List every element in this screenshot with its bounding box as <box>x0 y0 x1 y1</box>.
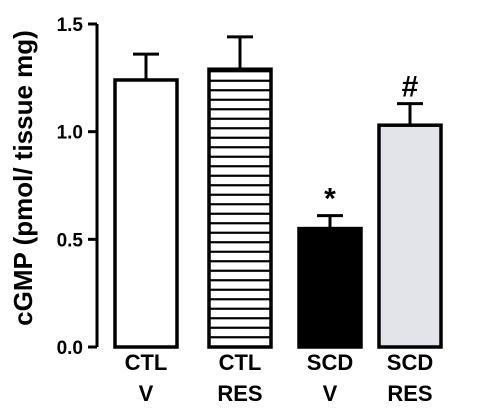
y-tick-label: 0.0 <box>57 338 83 359</box>
category-labels: CTL V CTL RES SCD V SCD RES <box>125 350 434 406</box>
bar-ctl-res <box>207 67 273 349</box>
category-label: RES <box>387 381 432 406</box>
y-tick-label: 1.5 <box>57 15 84 36</box>
significance-marker: # <box>402 71 419 104</box>
category-label: V <box>139 381 154 406</box>
bars-group: *# <box>113 35 443 349</box>
bar-ctl-v <box>113 78 179 349</box>
y-axis-title: cGMP (pmol/ tissue mg) <box>8 30 38 326</box>
bar-scd-res <box>377 123 443 349</box>
y-tick-label: 0.5 <box>57 230 84 251</box>
category-label: V <box>323 381 338 406</box>
category-label: SCD <box>307 350 353 375</box>
category-label: RES <box>217 381 262 406</box>
bar-scd-v <box>297 226 363 349</box>
category-label: CTL <box>125 350 168 375</box>
category-label: CTL <box>219 350 262 375</box>
significance-marker: * <box>324 183 336 216</box>
category-label: SCD <box>387 350 433 375</box>
axes: 0.0 0.5 1.0 1.5 <box>57 15 99 359</box>
y-tick-label: 1.0 <box>57 123 83 144</box>
